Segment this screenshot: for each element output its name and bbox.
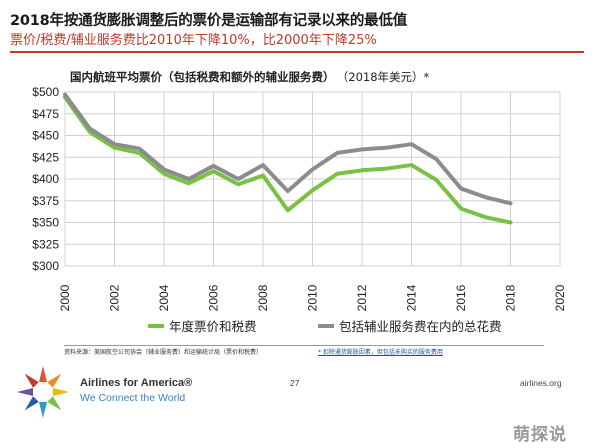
chart-title-unit: （2018年美元）* bbox=[342, 70, 430, 84]
x-tick-label: 2016 bbox=[454, 284, 468, 311]
x-tick-label: 2000 bbox=[58, 284, 72, 311]
page-number: 27 bbox=[290, 378, 300, 388]
footnote-link[interactable]: * 扣除通货膨胀因素，但包括未购买的服务费用 bbox=[318, 349, 443, 356]
source-note: 资料来源：美国航空公司协会（辅业服务费）和运输统计局（票价和税费） bbox=[64, 349, 263, 356]
chart-title: 国内航班平均票价（包括税费和额外的辅业服务费） （2018年美元）* bbox=[70, 69, 429, 85]
y-tick-label: $450 bbox=[32, 129, 59, 143]
y-tick-label: $475 bbox=[32, 107, 59, 121]
footer-org-name: Airlines for America® bbox=[80, 377, 193, 389]
chart-legend: 年度票价和税费 包括辅业服务费在内的总花费 bbox=[0, 316, 594, 334]
y-tick-label: $375 bbox=[32, 194, 59, 208]
watermark: 萌探说 bbox=[513, 425, 567, 445]
x-tick-label: 2008 bbox=[256, 284, 270, 311]
footer-url[interactable]: airlines.org bbox=[520, 378, 562, 388]
source-divider bbox=[64, 345, 544, 346]
y-tick-label: $400 bbox=[32, 172, 59, 186]
plot-frame bbox=[64, 91, 561, 267]
y-tick-label: $350 bbox=[32, 216, 59, 230]
x-tick-label: 2006 bbox=[207, 284, 221, 311]
legend-label-fare: 年度票价和税费 bbox=[169, 319, 257, 334]
x-tick-label: 2018 bbox=[504, 284, 518, 311]
legend-item-total: 包括辅业服务费在内的总花费 bbox=[318, 316, 502, 335]
legend-label-total: 包括辅业服务费在内的总花费 bbox=[339, 319, 502, 334]
legend-swatch-total bbox=[318, 323, 334, 328]
page-subtitle: 票价/税费/辅业服务费比2010年下降10%，比2000年下降25% bbox=[10, 33, 377, 48]
airlines-logo-icon bbox=[17, 366, 69, 418]
x-tick-label: 2012 bbox=[355, 284, 369, 311]
page-title: 2018年按通货膨胀调整后的票价是运输部有记录以来的最低值 bbox=[10, 13, 408, 29]
y-tick-label: $300 bbox=[32, 259, 59, 273]
chart-area: 国内航班平均票价（包括税费和额外的辅业服务费） （2018年美元）* $300 $3… bbox=[0, 62, 594, 362]
legend-swatch-fare bbox=[148, 323, 164, 328]
series-line-fare bbox=[63, 95, 513, 225]
legend-item-fare: 年度票价和税费 bbox=[148, 316, 257, 335]
header-divider bbox=[10, 51, 584, 53]
footer-tagline: We Connect the World bbox=[80, 392, 186, 404]
x-tick-label: 2004 bbox=[157, 284, 171, 311]
y-tick-label: $500 bbox=[32, 85, 59, 99]
y-tick-label: $425 bbox=[32, 150, 59, 164]
fare-line-chart: $300 $325 $350 $375 $400 $425 $450 $475 $500 2000… bbox=[32, 85, 567, 311]
x-tick-label: 2020 bbox=[553, 284, 567, 311]
x-tick-label: 2010 bbox=[306, 284, 320, 311]
x-tick-label: 2002 bbox=[108, 284, 122, 311]
y-tick-label: $325 bbox=[32, 237, 59, 251]
x-tick-label: 2014 bbox=[405, 284, 419, 311]
chart-title-main: 国内航班平均票价（包括税费和额外的辅业服务费） bbox=[70, 70, 335, 84]
